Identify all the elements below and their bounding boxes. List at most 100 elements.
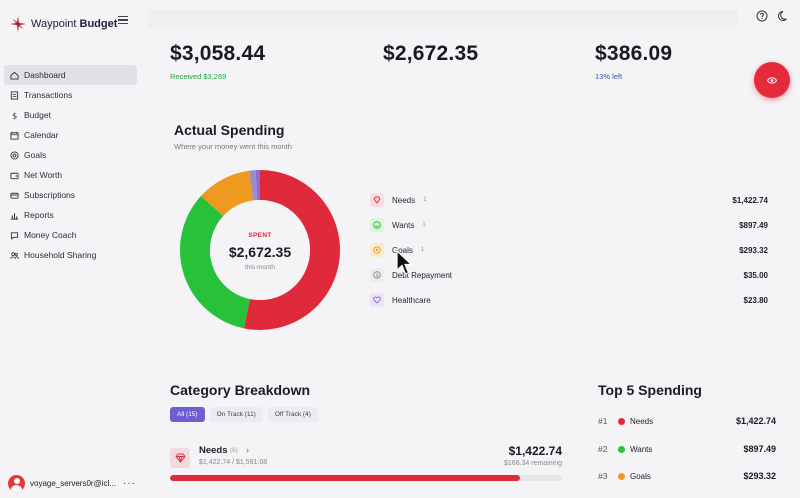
sidebar-item-label: Net Worth xyxy=(24,170,63,180)
top-spending-item[interactable]: #2 Wants $897.49 xyxy=(598,442,776,456)
brand-name: Waypoint Budget xyxy=(31,18,118,30)
legend-item-wants[interactable]: Wants 1 $897.49 xyxy=(370,216,768,234)
card-icon xyxy=(9,190,19,200)
stat-left: $386.09 13% left xyxy=(595,42,672,81)
svg-text:$: $ xyxy=(12,111,17,120)
legend-item-healthcare[interactable]: Healthcare $23.80 xyxy=(370,291,768,309)
sidebar-item-label: Subscriptions xyxy=(24,190,76,200)
stat-left-sub: 13% left xyxy=(595,72,623,81)
target-icon xyxy=(370,243,384,257)
sidebar-nav: Dashboard Transactions $ Budget Calendar… xyxy=(4,65,137,265)
top-bar xyxy=(148,10,738,28)
color-dot xyxy=(618,445,625,453)
sidebar-item-reports[interactable]: Reports xyxy=(4,205,137,225)
category-amount: $1,422.74 xyxy=(508,444,562,458)
top-spending-item[interactable]: #3 Goals $293.32 xyxy=(598,469,776,483)
stat-income: $3,058.44 Received $3,269 xyxy=(170,42,265,81)
chat-icon xyxy=(9,230,19,240)
color-dot xyxy=(618,472,625,480)
users-icon xyxy=(9,250,19,260)
filter-off-track[interactable]: Off Track (4) xyxy=(267,407,318,422)
more-icon[interactable]: ··· xyxy=(123,477,136,489)
svg-text:$: $ xyxy=(375,273,379,279)
legend-amount: $897.49 xyxy=(739,220,768,230)
category-count: (6) xyxy=(230,447,238,454)
dollar-icon: $ xyxy=(9,110,19,120)
stat-spent: $2,672.35 xyxy=(383,42,478,66)
actual-spending-title: Actual Spending xyxy=(174,122,285,138)
filter-all[interactable]: All (15) xyxy=(170,407,205,422)
donut-center-label: SPENT xyxy=(248,232,272,239)
moon-icon[interactable] xyxy=(778,10,790,22)
sidebar-item-budget[interactable]: $ Budget xyxy=(4,105,137,125)
stat-income-sub: Received $3,269 xyxy=(170,72,227,81)
category-progress-text: $1,422.74 / $1,591.08 xyxy=(199,459,268,466)
actual-spending-subtitle: Where your money went this month xyxy=(174,142,292,151)
legend-name: Goals xyxy=(392,245,413,255)
sidebar-item-goals[interactable]: Goals xyxy=(4,145,137,165)
home-icon xyxy=(9,70,19,80)
sidebar-item-subscriptions[interactable]: Subscriptions xyxy=(4,185,137,205)
legend-name: Debt Repayment xyxy=(392,270,453,280)
donut-slice-healthcare[interactable] xyxy=(255,170,260,201)
sidebar-item-label: Budget xyxy=(24,110,51,120)
top-name: Goals xyxy=(630,471,651,481)
category-progress-bar xyxy=(170,475,562,481)
receipt-icon xyxy=(9,90,19,100)
donut-slice-debt-repayment[interactable] xyxy=(248,170,258,201)
legend-name: Wants xyxy=(392,220,415,230)
donut-slice-wants[interactable] xyxy=(180,195,250,329)
category-breakdown-title: Category Breakdown xyxy=(170,382,311,398)
top-spending-item[interactable]: #1 Needs $1,422.74 xyxy=(598,414,776,428)
help-icon[interactable] xyxy=(756,10,768,22)
wallet-icon xyxy=(9,170,19,180)
sidebar-item-label: Reports xyxy=(24,210,54,220)
heart-icon xyxy=(370,293,384,307)
legend-item-goals[interactable]: Goals 1 $293.32 xyxy=(370,241,768,259)
visibility-toggle-button[interactable] xyxy=(754,62,790,98)
donut-slice-needs[interactable] xyxy=(243,170,340,330)
sidebar: Waypoint Budget Dashboard Transactions $… xyxy=(0,0,142,498)
legend-name: Healthcare xyxy=(392,295,431,305)
diamond-icon xyxy=(170,448,190,468)
category-progress-fill xyxy=(170,475,521,481)
stat-spent-value: $2,672.35 xyxy=(383,42,479,65)
smile-icon xyxy=(370,218,384,232)
donut-hole xyxy=(210,200,310,300)
legend-name: Needs xyxy=(392,195,416,205)
sidebar-item-label: Calendar xyxy=(24,130,59,140)
sidebar-item-household-sharing[interactable]: Household Sharing xyxy=(4,245,137,265)
legend-count: 1 xyxy=(420,247,425,253)
sidebar-item-calendar[interactable]: Calendar xyxy=(4,125,137,145)
legend-item-debt-repayment[interactable]: $ Debt Repayment $35.00 xyxy=(370,266,768,284)
sidebar-item-dashboard[interactable]: Dashboard xyxy=(4,65,137,85)
category-row-needs[interactable]: Needs (6) › $1,422.74 / $1,591.08 $1,422… xyxy=(170,444,562,484)
compass-logo-icon xyxy=(10,16,26,32)
sidebar-item-net-worth[interactable]: Net Worth xyxy=(4,165,137,185)
legend-amount: $293.32 xyxy=(739,245,768,255)
category-remaining: $168.34 remaining xyxy=(504,460,562,467)
stat-income-value: $3,058.44 xyxy=(170,42,266,65)
sidebar-item-transactions[interactable]: Transactions xyxy=(4,85,137,105)
donut-center-sub: this month xyxy=(245,264,275,271)
sidebar-item-label: Money Coach xyxy=(24,230,77,240)
user-menu[interactable]: voyage_servers0r@icl... ··· xyxy=(8,474,138,492)
stat-left-value: $386.09 xyxy=(595,42,673,65)
bar-chart-icon xyxy=(9,210,19,220)
sidebar-item-label: Transactions xyxy=(24,90,73,100)
donut-center: SPENT $2,672.35 this month xyxy=(218,232,302,271)
target-icon xyxy=(9,150,19,160)
top-amount: $293.32 xyxy=(743,471,776,481)
legend-item-needs[interactable]: Needs 1 $1,422.74 xyxy=(370,191,768,209)
top-amount: $897.49 xyxy=(743,444,776,454)
spending-donut-chart[interactable] xyxy=(170,160,350,340)
menu-toggle-icon[interactable] xyxy=(118,16,128,26)
sidebar-item-money-coach[interactable]: Money Coach xyxy=(4,225,137,245)
user-name: voyage_servers0r@icl... xyxy=(30,478,116,488)
top-amount: $1,422.74 xyxy=(735,416,776,426)
donut-slice-goals[interactable] xyxy=(201,170,254,217)
filter-on-track[interactable]: On Track (11) xyxy=(209,407,263,422)
sidebar-item-label: Dashboard xyxy=(24,70,66,80)
brand[interactable]: Waypoint Budget xyxy=(10,14,117,34)
chevron-right-icon[interactable]: › xyxy=(246,445,249,455)
